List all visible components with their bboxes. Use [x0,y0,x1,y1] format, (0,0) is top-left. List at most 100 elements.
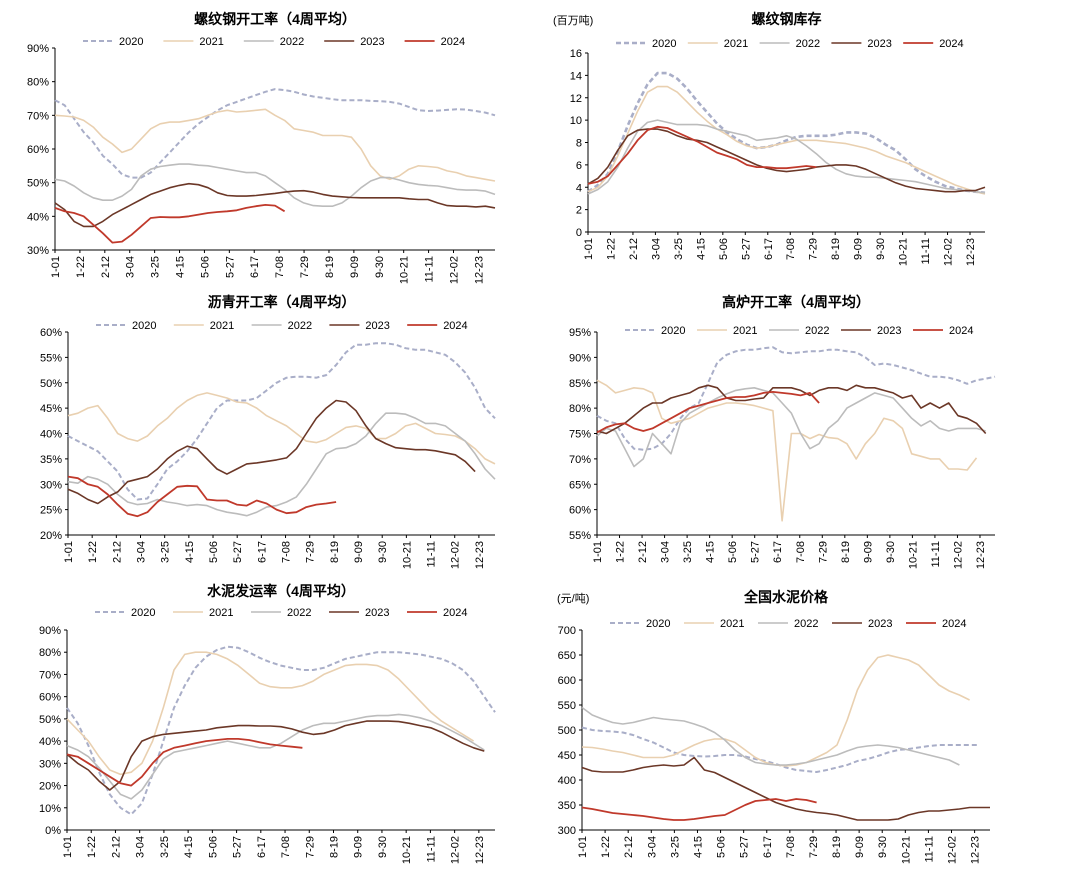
x-tick-label: 1-01 [50,256,62,278]
legend-label-2022: 2022 [287,607,311,619]
series-line-2021 [596,379,978,522]
x-tick-label: 3-25 [669,836,681,858]
legend-label-2020: 2020 [131,607,155,619]
y-tick-label: 2 [576,205,582,217]
x-tick-label: 7-29 [817,541,829,563]
x-tick-label: 11-11 [424,256,436,283]
series-line-2020 [596,346,996,451]
chart-rebar-inventory: 螺纹钢库存 (百万吨) 0 2 4 6 8 10 12 14 16 1-01 1-22 2-12 3-04 3… [540,0,1080,290]
y-tick-label: 90% [39,625,61,637]
legend-label-2023: 2023 [360,36,384,48]
chart-title: 螺纹钢库存 [752,11,822,27]
legend-label-2023: 2023 [868,618,892,630]
x-tick-label: 9-30 [374,256,386,278]
y-tick-label: 70% [569,454,591,466]
x-tick-label: 2-12 [111,541,123,563]
x-tick-label: 5-06 [716,836,728,858]
x-tick-label: 12-02 [448,256,460,284]
x-tick-label: 1-22 [87,541,99,563]
y-tick-label: 35% [40,454,62,466]
x-tick-label: 3-04 [125,256,137,278]
y-tick-label: 0 [576,227,582,239]
x-tick-label: 9-30 [877,836,889,858]
legend-label-2020: 2020 [646,618,670,630]
x-tick-label: 12-23 [975,541,987,569]
y-tick-label: 70% [39,669,61,681]
x-tick-label: 12-23 [473,256,485,284]
x-tick-label: 2-12 [623,836,635,858]
legend-label-2024: 2024 [942,618,966,630]
legend-label-2022: 2022 [288,320,312,332]
y-tick-label: 30% [27,245,49,257]
series-line-2024 [581,798,817,821]
y-tick-label: 40% [27,211,49,223]
x-tick-label: 10-21 [898,238,910,266]
y-tick-label: 75% [569,429,591,441]
x-tick-label: 1-22 [615,541,627,563]
y-tick-label: 50% [27,178,49,190]
x-tick-label: 3-04 [650,238,662,260]
legend-label-2021: 2021 [209,607,233,619]
y-tick-label: 550 [558,700,576,712]
x-tick-label: 8-19 [831,836,843,858]
x-tick-label: 7-08 [785,238,797,260]
x-tick-label: 5-27 [750,541,762,563]
y-tick-label: 300 [558,825,576,837]
x-tick-label: 5-27 [232,836,244,858]
x-tick-label: 5-27 [740,238,752,260]
x-tick-label: 9-30 [377,836,389,858]
legend-label-2024: 2024 [939,38,963,50]
y-tick-label: 90% [569,352,591,364]
x-tick-label: 12-02 [450,836,462,864]
x-tick-label: 1-01 [63,541,75,563]
unit-label: (百万吨) [553,14,593,27]
y-tick-label: 600 [558,675,576,687]
x-tick-label: 5-27 [224,256,236,278]
x-tick-label: 9-09 [353,836,365,858]
y-tick-label: 50% [40,378,62,390]
y-tick-label: 60% [40,327,62,339]
y-tick-label: 25% [40,505,62,517]
series-line-2020 [67,342,496,501]
y-tick-label: 30% [40,479,62,491]
y-tick-label: 60% [27,144,49,156]
y-tick-label: 700 [558,625,576,637]
y-tick-label: 80% [39,647,61,659]
series-line-2023 [581,756,990,821]
y-tick-label: 70% [27,110,49,122]
x-tick-label: 9-09 [853,238,865,260]
x-tick-label: 5-06 [207,836,219,858]
chart-title: 全国水泥价格 [743,589,829,605]
x-tick-label: 9-30 [885,541,897,563]
series-line-2023 [587,128,986,193]
y-tick-label: 95% [569,327,591,339]
x-tick-label: 6-17 [249,256,261,278]
x-tick-label: 5-06 [718,238,730,260]
x-tick-label: 1-22 [86,836,98,858]
y-tick-label: 400 [558,775,576,787]
x-tick-label: 7-08 [785,836,797,858]
x-tick-label: 3-25 [673,238,685,260]
y-tick-label: 650 [558,650,576,662]
x-tick-label: 9-09 [349,256,361,278]
y-tick-label: 450 [558,750,576,762]
x-tick-label: 11-11 [920,238,932,265]
legend-label-2023: 2023 [365,320,389,332]
x-tick-label: 8-19 [830,238,842,260]
series-line-2020 [587,71,986,195]
chart-title: 螺纹钢开工率（4周平均） [194,11,356,27]
x-tick-label: 12-02 [943,238,955,266]
series-line-2022 [587,119,986,195]
series-line-2021 [67,392,496,465]
chart-asphalt-utilization: 沥青开工率（4周平均） 20% 25% 30% 35% 40% 45% 50% 55% 60% 1-… [0,290,540,580]
legend-label-2022: 2022 [805,325,829,337]
y-tick-label: 40% [39,736,61,748]
legend-label-2021: 2021 [733,325,757,337]
x-tick-label: 3-25 [160,541,172,563]
series-line-2021 [66,651,475,776]
x-tick-label: 7-29 [305,541,317,563]
legend-label-2023: 2023 [877,325,901,337]
legend-label-2023: 2023 [365,607,389,619]
legend-label-2020: 2020 [661,325,685,337]
y-tick-label: 10 [570,115,582,127]
